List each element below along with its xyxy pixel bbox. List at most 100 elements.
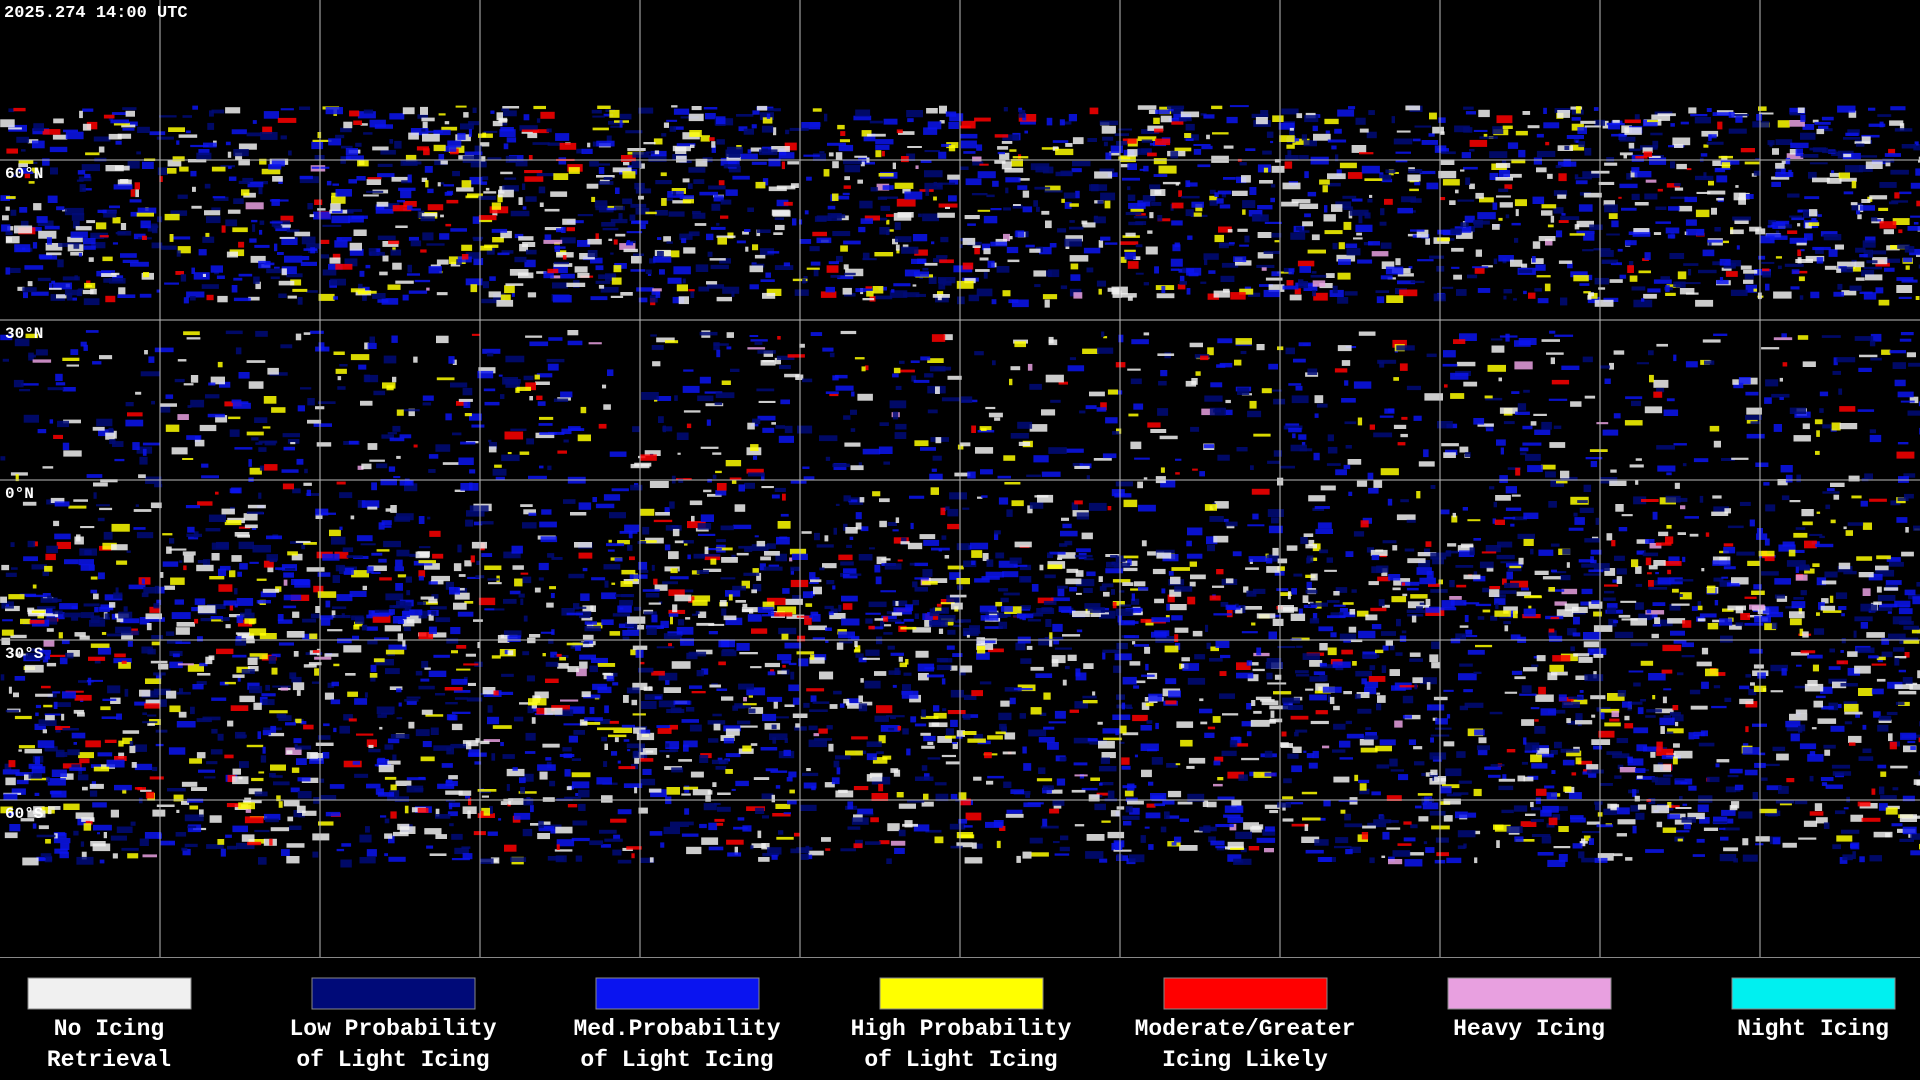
icing-speck (523, 509, 536, 515)
icing-speck (765, 272, 771, 278)
icing-speck (775, 553, 787, 562)
icing-speck (1549, 330, 1556, 334)
icing-speck (1833, 291, 1844, 297)
icing-speck (102, 256, 113, 262)
icing-speck (187, 405, 192, 408)
icing-speck (1809, 162, 1828, 165)
icing-speck (89, 619, 106, 627)
icing-speck (0, 334, 13, 341)
icing-speck (1169, 604, 1187, 611)
icing-speck (216, 275, 225, 279)
icing-speck (504, 285, 515, 294)
icing-speck (1648, 580, 1654, 587)
icing-speck (439, 233, 450, 240)
icing-speck (186, 291, 205, 298)
icing-speck (1341, 360, 1351, 366)
icing-speck (443, 145, 457, 152)
icing-speck (728, 166, 741, 173)
icing-speck (1341, 398, 1356, 403)
icing-speck (34, 723, 46, 730)
icing-speck (361, 500, 380, 508)
icing-speck (259, 158, 267, 165)
icing-speck (922, 569, 933, 577)
icing-speck (209, 110, 214, 117)
icing-speck (1499, 475, 1508, 483)
icing-speck (1003, 455, 1016, 461)
icing-speck (1283, 778, 1292, 784)
icing-speck (206, 294, 214, 301)
icing-speck (174, 378, 185, 383)
icing-speck (452, 359, 457, 365)
icing-speck (478, 597, 496, 606)
icing-speck (231, 555, 242, 562)
icing-speck (1663, 409, 1679, 416)
icing-speck (142, 235, 147, 240)
icing-speck (669, 501, 675, 509)
icing-speck (1758, 106, 1767, 111)
icing-speck (1371, 554, 1380, 561)
icing-speck (1069, 255, 1089, 262)
icing-speck (747, 149, 752, 154)
icing-speck (348, 179, 357, 184)
icing-speck (657, 251, 664, 257)
icing-speck (515, 159, 528, 167)
icing-speck (273, 225, 283, 229)
icing-speck (746, 447, 762, 456)
icing-speck (859, 200, 873, 209)
icing-speck (725, 590, 741, 597)
icing-speck (1607, 693, 1625, 701)
icing-speck (1577, 722, 1582, 727)
icing-speck (1162, 181, 1181, 185)
icing-speck (70, 231, 88, 238)
icing-speck (177, 194, 188, 199)
icing-speck (1032, 612, 1044, 617)
icing-speck (1153, 117, 1160, 124)
icing-speck (857, 393, 873, 401)
icing-speck (909, 562, 915, 566)
icing-speck (538, 562, 549, 571)
icing-speck (288, 150, 292, 156)
icing-speck (709, 258, 726, 261)
icing-speck (1665, 495, 1681, 503)
icing-speck (27, 607, 35, 612)
icing-speck (837, 124, 845, 130)
icing-speck (1125, 211, 1142, 216)
icing-speck (1816, 511, 1821, 514)
icing-speck (1635, 602, 1644, 610)
icing-speck (1319, 549, 1329, 554)
icing-speck (1201, 408, 1215, 416)
icing-speck (151, 400, 155, 405)
icing-speck (272, 176, 283, 182)
icing-speck (1798, 276, 1805, 282)
icing-speck (507, 452, 512, 455)
icing-speck (1416, 491, 1421, 499)
icing-speck (785, 129, 790, 135)
icing-speck (775, 716, 789, 719)
icing-speck (691, 106, 702, 111)
icing-speck (1594, 299, 1614, 307)
icing-speck (1105, 417, 1118, 424)
icing-speck (1226, 116, 1238, 124)
icing-speck (1514, 340, 1531, 347)
icing-speck (1769, 142, 1773, 147)
icing-speck (1319, 643, 1328, 651)
icing-speck (422, 395, 434, 401)
icing-speck (71, 212, 85, 221)
icing-speck (492, 468, 507, 476)
icing-speck (827, 205, 836, 210)
icing-speck (470, 284, 478, 293)
icing-speck (894, 222, 901, 230)
icing-speck (519, 451, 530, 455)
icing-speck (872, 757, 888, 764)
icing-speck (1695, 175, 1714, 181)
icing-speck (1184, 134, 1199, 141)
icing-speck (945, 506, 950, 510)
icing-speck (851, 391, 855, 397)
icing-speck (1128, 413, 1139, 417)
icing-speck (94, 607, 99, 613)
icing-speck (1558, 173, 1567, 182)
icing-speck (691, 595, 711, 602)
icing-speck (363, 194, 379, 197)
icing-speck (1057, 557, 1063, 560)
icing-speck (1520, 821, 1537, 827)
